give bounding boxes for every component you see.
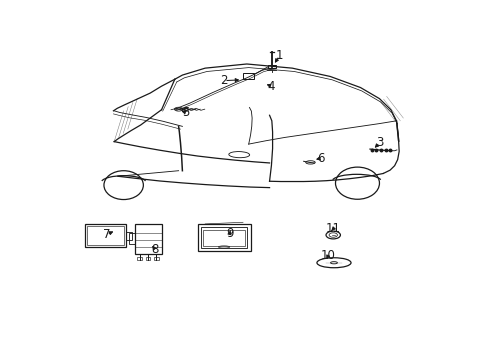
- Text: 11: 11: [325, 222, 340, 235]
- Text: 6: 6: [316, 152, 324, 165]
- Text: 8: 8: [151, 243, 159, 256]
- Text: 3: 3: [375, 136, 383, 149]
- Text: 7: 7: [102, 228, 110, 241]
- Text: 5: 5: [182, 106, 189, 119]
- Text: 2: 2: [220, 74, 227, 87]
- Text: 1: 1: [275, 49, 283, 62]
- Text: 4: 4: [267, 80, 275, 93]
- Text: 10: 10: [320, 249, 335, 262]
- Text: 9: 9: [225, 226, 233, 240]
